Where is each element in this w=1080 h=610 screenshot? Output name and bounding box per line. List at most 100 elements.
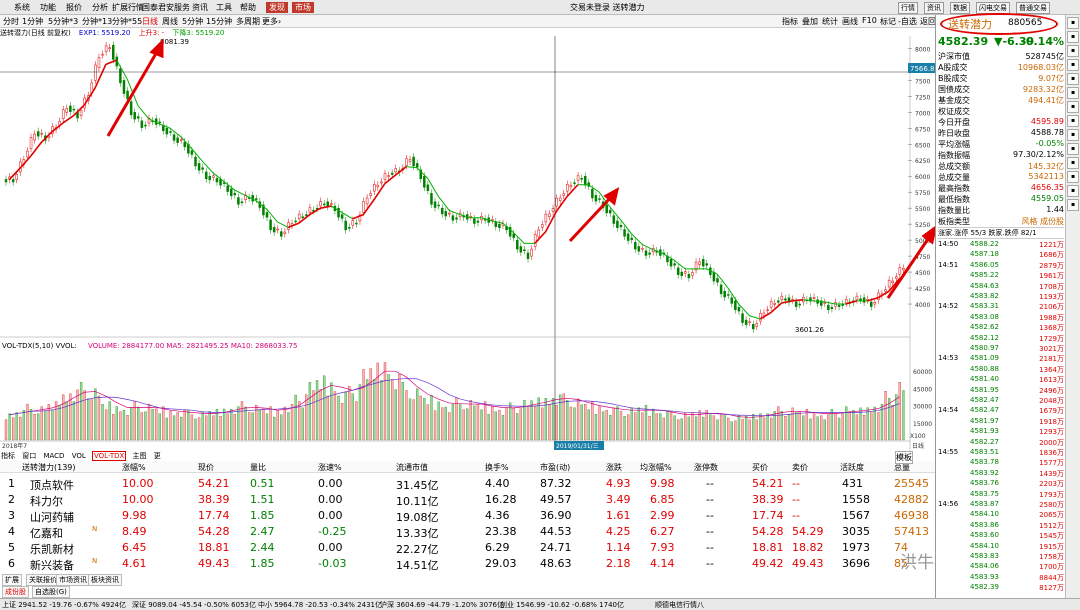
- status-sz[interactable]: 深证 9089.04 -45.54 -0.50% 6053亿: [132, 601, 256, 609]
- status-sh[interactable]: 上证 2941.52 -19.76 -0.67% 4924亿: [2, 601, 126, 609]
- period-tab-5min3[interactable]: 5分钟*3: [48, 17, 79, 26]
- period-tab-more[interactable]: 更多›: [262, 17, 282, 26]
- toolbar-mark[interactable]: 标记: [880, 17, 896, 26]
- candle-body: [212, 175, 215, 178]
- period-tab-min13[interactable]: 分钟*13: [82, 17, 113, 26]
- btab-components[interactable]: 成份股: [2, 586, 29, 598]
- candle-body: [641, 247, 644, 250]
- menu-item-news[interactable]: 资讯: [192, 3, 208, 12]
- star-icon[interactable]: ▪: [1067, 143, 1079, 155]
- normal-trade-button[interactable]: 普通交易: [1016, 2, 1050, 14]
- table-row[interactable]: 1 顶点软件 10.00 54.21 0.51 0.00 31.45亿 4.40 87.32 4.…: [0, 474, 935, 492]
- candle-body: [562, 193, 566, 196]
- toolbar-draw[interactable]: 画线: [842, 17, 858, 26]
- menu-item-tools[interactable]: 工具: [216, 3, 232, 12]
- menu-item-market[interactable]: 市场: [292, 2, 314, 13]
- table-row[interactable]: 4 亿嘉和 N 8.49 54.28 2.47 -0.25 13.33亿 23.38 44.53 4…: [0, 522, 935, 540]
- col-price[interactable]: 现价: [198, 463, 214, 472]
- toolbar-indicator[interactable]: 指标: [782, 17, 798, 26]
- table-row[interactable]: 5 乐凯新材 6.45 18.81 2.44 0.00 22.27亿 6.29 24.71 1.1…: [0, 538, 935, 556]
- subtab-vol[interactable]: VOL: [71, 452, 86, 460]
- status-cy[interactable]: 创业 1546.99 -10.62 -0.68% 1740亿: [500, 601, 624, 609]
- col-speed[interactable]: 涨速%: [318, 463, 342, 472]
- gear-icon[interactable]: ▪: [1067, 171, 1079, 183]
- col-avg[interactable]: 均涨幅%: [640, 463, 672, 472]
- table-row[interactable]: 3 山河药辅 9.98 17.74 1.85 0.00 19.08亿 4.36 36.90 1.6…: [0, 506, 935, 524]
- quote-button[interactable]: 行情: [898, 2, 918, 14]
- toolbar-stats[interactable]: 统计: [822, 17, 838, 26]
- period-tab-5min[interactable]: 5分钟: [182, 17, 204, 26]
- volume-bar: [880, 404, 884, 441]
- template-button[interactable]: 模板: [895, 451, 913, 464]
- menu-item-gtja[interactable]: 国泰君安服务: [142, 3, 190, 12]
- data-button[interactable]: 数据: [950, 2, 970, 14]
- news-button[interactable]: 资讯: [924, 2, 944, 14]
- line-icon[interactable]: ▪: [1067, 115, 1079, 127]
- col-volume[interactable]: 总量: [894, 463, 910, 472]
- col-activity[interactable]: 活跃度: [840, 463, 864, 472]
- toolbar-watchlist[interactable]: -自选: [898, 17, 917, 26]
- subtab-indicator[interactable]: 指标: [1, 452, 15, 460]
- candle-body: [119, 68, 122, 84]
- menu-item-function[interactable]: 功能: [40, 3, 56, 12]
- btab-watchlist[interactable]: 自选股(G): [32, 586, 70, 598]
- candle-body: [598, 198, 601, 200]
- col-buy[interactable]: 买价: [752, 463, 768, 472]
- list-icon[interactable]: ▪: [1067, 157, 1079, 169]
- period-tab-min55[interactable]: 分钟*55: [112, 17, 143, 26]
- volume-bar: [37, 413, 40, 441]
- subtab-macd[interactable]: MACD: [43, 452, 65, 460]
- menu-item-quote[interactable]: 报价: [66, 3, 82, 12]
- pen-icon[interactable]: ▪: [1067, 73, 1079, 85]
- period-tab-15min[interactable]: 15分钟: [206, 17, 233, 26]
- toolbar-back[interactable]: 返回: [920, 17, 936, 26]
- price-axis-tick: 6250: [915, 158, 930, 165]
- cell-idx: 3: [8, 509, 15, 522]
- status-hs[interactable]: 沪深 3604.69 -44.79 -1.20% 3076亿: [380, 601, 504, 609]
- subtab-window[interactable]: 窗口: [22, 452, 37, 460]
- btab-related[interactable]: 关联报价: [26, 574, 60, 586]
- btab-ext[interactable]: 扩展: [2, 574, 22, 586]
- col-ratio[interactable]: 量比: [250, 463, 266, 472]
- menu-item-system[interactable]: 系统: [14, 3, 30, 12]
- menu-item-discover[interactable]: 发现: [266, 2, 288, 13]
- col-pe[interactable]: 市盈(动): [540, 463, 571, 472]
- info-icon[interactable]: ▪: [1067, 185, 1079, 197]
- down-icon[interactable]: ▪: [1067, 59, 1079, 71]
- btab-sector-news[interactable]: 板块资讯: [88, 574, 122, 586]
- menu-item-help[interactable]: 帮助: [240, 3, 256, 12]
- price-axis-tick: 6750: [915, 126, 930, 133]
- btab-market-news[interactable]: 市场资讯: [56, 574, 90, 586]
- period-tab-intraday[interactable]: 分时: [3, 17, 19, 26]
- period-tab-daily[interactable]: 日线: [142, 17, 158, 26]
- cell-buy: 18.81: [752, 541, 784, 554]
- table-row[interactable]: 6 新兴装备 N 4.61 49.43 1.85 -0.03 14.51亿 29.03 48.63…: [0, 554, 935, 572]
- menu-item-analysis[interactable]: 分析: [92, 3, 108, 12]
- subtab-main[interactable]: 主图: [132, 452, 147, 460]
- zoom-out-icon[interactable]: ▪: [1067, 31, 1079, 43]
- period-tab-weekly[interactable]: 周线: [162, 17, 178, 26]
- grid-icon[interactable]: ▪: [1067, 87, 1079, 99]
- chart-icon[interactable]: ▪: [1067, 199, 1079, 211]
- col-ztdays[interactable]: 涨停数: [694, 463, 718, 472]
- subtab-vol-tdx[interactable]: VOL-TDX: [92, 451, 127, 461]
- bar-icon[interactable]: ▪: [1067, 101, 1079, 113]
- col-turnover[interactable]: 换手%: [485, 463, 509, 472]
- toolbar-overlay[interactable]: 叠加: [802, 17, 818, 26]
- search-icon[interactable]: ▪: [1067, 129, 1079, 141]
- col-sell[interactable]: 卖价: [792, 463, 808, 472]
- col-zd[interactable]: 涨跌: [606, 463, 622, 472]
- toolbar-f10[interactable]: F10: [862, 16, 877, 25]
- period-tab-multi[interactable]: 多周期: [236, 17, 260, 26]
- col-float[interactable]: 流通市值: [396, 463, 428, 472]
- zoom-in-icon[interactable]: ▪: [1067, 17, 1079, 29]
- menu-item-ext-quote[interactable]: 扩展行情: [112, 3, 144, 12]
- col-chg[interactable]: 涨幅%: [122, 463, 146, 472]
- table-row[interactable]: 2 科力尔 10.00 38.39 1.51 0.00 10.11亿 16.28 49.57 3.…: [0, 490, 935, 508]
- kline-chart[interactable]: 8000775075007250700067506500625060005750…: [0, 36, 935, 456]
- period-tab-1min[interactable]: 1分钟: [22, 17, 44, 26]
- up-icon[interactable]: ▪: [1067, 45, 1079, 57]
- volume-bar: [233, 414, 236, 441]
- status-zx[interactable]: 中小 5964.78 -20.53 -0.34% 2431亿: [258, 601, 382, 609]
- col-name[interactable]: 送转潜力(139): [22, 463, 76, 472]
